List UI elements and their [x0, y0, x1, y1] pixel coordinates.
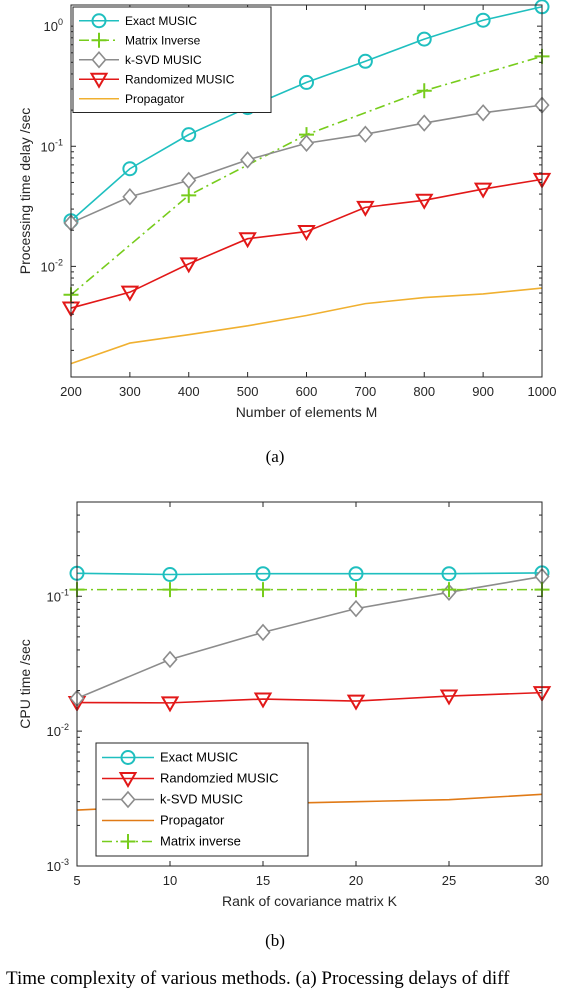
chart-a-point — [181, 127, 197, 143]
legend-swatch-marker — [91, 51, 107, 69]
legend-entry-label: k-SVD MUSIC — [160, 792, 243, 807]
legend-entry-label: k-SVD MUSIC — [125, 53, 202, 67]
chart-b-point — [160, 696, 180, 713]
chart-a-point — [475, 12, 491, 28]
chart-b-series-line — [76, 691, 543, 704]
chart-a-point — [357, 125, 373, 143]
chart-a-point — [297, 225, 316, 242]
chart-b-point — [346, 694, 366, 711]
chart-b-x-axis-label: Rank of covariance matrix K — [222, 893, 398, 909]
x-tick-label: 15 — [256, 873, 270, 888]
caption-fragment: Time complexity of various methods. (a) … — [0, 968, 586, 990]
legend-entry-label: Randomized MUSIC — [125, 72, 235, 86]
y-tick-label: 100 — [44, 17, 63, 34]
chart-b-point — [348, 582, 364, 598]
chart-a-point — [416, 83, 432, 99]
chart-a-series-4 — [70, 287, 543, 365]
y-tick-label: 10-3 — [47, 857, 69, 874]
x-tick-label: 200 — [60, 384, 82, 399]
caption-text: Time complexity of various methods. (a) … — [6, 968, 510, 989]
legend-entry-label: Matrix Inverse — [125, 33, 201, 47]
chart-b-legend: Exact MUSIC Randomzied MUSIC k-SVD MUSIC Pr… — [95, 742, 309, 857]
chart-a-series-line — [70, 178, 543, 309]
x-tick-label: 400 — [178, 384, 200, 399]
chart-b-point — [348, 566, 364, 582]
chart-a-point — [122, 188, 138, 206]
x-tick-label: 25 — [442, 873, 456, 888]
chart-a-point — [298, 134, 315, 152]
legend-swatch-marker — [91, 32, 107, 48]
y-tick-label: 10-1 — [41, 137, 63, 154]
legend-swatch-marker — [89, 72, 109, 89]
y-tick-label: 10-2 — [41, 257, 63, 274]
x-tick-label: 10 — [163, 873, 177, 888]
chart-a-point — [299, 74, 314, 90]
x-tick-label: 800 — [413, 384, 435, 399]
legend-swatch-marker — [118, 772, 138, 789]
legend-swatch-marker — [120, 834, 136, 849]
chart-b-point — [439, 689, 459, 706]
chart-a-series-2 — [63, 96, 550, 232]
x-tick-label: 30 — [535, 873, 549, 888]
chart-b-point — [255, 582, 271, 598]
panel-b-label: (b) — [265, 931, 285, 950]
x-tick-label: 300 — [119, 384, 141, 399]
chart-a-point — [120, 285, 140, 302]
chart-b-y-axis-label: CPU time /sec — [17, 639, 33, 728]
legend-swatch-marker — [120, 790, 136, 809]
axes-box — [76, 501, 543, 867]
chart-b-point — [162, 582, 178, 598]
chart-b-point — [441, 566, 457, 582]
chart-b-point — [253, 692, 273, 709]
chart-a-point — [415, 193, 434, 210]
legend-swatch-marker — [120, 750, 136, 765]
x-tick-label: 700 — [355, 384, 377, 399]
chart-b-point — [255, 623, 271, 642]
legend-entry-label: Propagator — [125, 92, 184, 106]
x-tick-label: 1000 — [528, 384, 557, 399]
chart-a-point — [181, 187, 197, 203]
legend-entry-label: Propagator — [160, 813, 225, 828]
panel-a-label: (a) — [266, 447, 285, 466]
chart-b-series-0 — [69, 565, 550, 583]
legend-entry-label: Matrix inverse — [160, 834, 241, 849]
x-tick-label: 500 — [237, 384, 259, 399]
chart-a-point — [238, 232, 257, 249]
chart-a-y-axis-label: Processing time delay /sec — [17, 108, 33, 275]
chart-b-point — [441, 582, 457, 598]
chart-a-series-line — [70, 5, 543, 222]
y-tick-label: 10-1 — [47, 587, 69, 604]
chart-a-series-line — [70, 287, 543, 365]
x-tick-label: 600 — [296, 384, 318, 399]
chart-a-point — [357, 53, 373, 69]
chart-a-x-axis-label: Number of elements M — [236, 404, 378, 420]
chart-b-point — [162, 567, 178, 583]
chart-b-point — [348, 599, 364, 618]
chart-a-point — [356, 200, 375, 217]
legend-swatch-marker — [91, 13, 107, 29]
chart-a-series-3 — [61, 172, 552, 318]
panel-b-chart: 5 10 15 20 25 30 10-3 10-2 10-1 Rank of covarianc… — [17, 501, 552, 909]
chart-b-point — [162, 650, 178, 669]
y-tick-label: 10-2 — [47, 722, 69, 739]
chart-a-point — [416, 114, 432, 132]
chart-a-point — [122, 161, 138, 177]
chart-a-point — [240, 151, 256, 169]
legend-entry-label: Randomzied MUSIC — [160, 771, 279, 786]
x-tick-label: 5 — [73, 873, 80, 888]
chart-a-point — [179, 257, 198, 274]
chart-a-legend: Exact MUSIC Matrix Inverse k-SVD MUSIC Rand… — [72, 6, 272, 113]
chart-b-point — [255, 566, 271, 582]
panel-a-chart: 200 300 400 500 600 700 800 900 1000 10-2 10-1 100 N… — [17, 0, 556, 420]
chart-a-point — [181, 171, 197, 190]
x-tick-label: 20 — [349, 873, 363, 888]
x-tick-label: 900 — [472, 384, 494, 399]
chart-b-series-line — [76, 572, 543, 576]
chart-a-point — [473, 182, 493, 199]
legend-entry-label: Exact MUSIC — [160, 750, 238, 765]
legend-entry-label: Exact MUSIC — [125, 14, 197, 28]
chart-a-point — [416, 31, 432, 47]
chart-a-point — [475, 104, 491, 122]
